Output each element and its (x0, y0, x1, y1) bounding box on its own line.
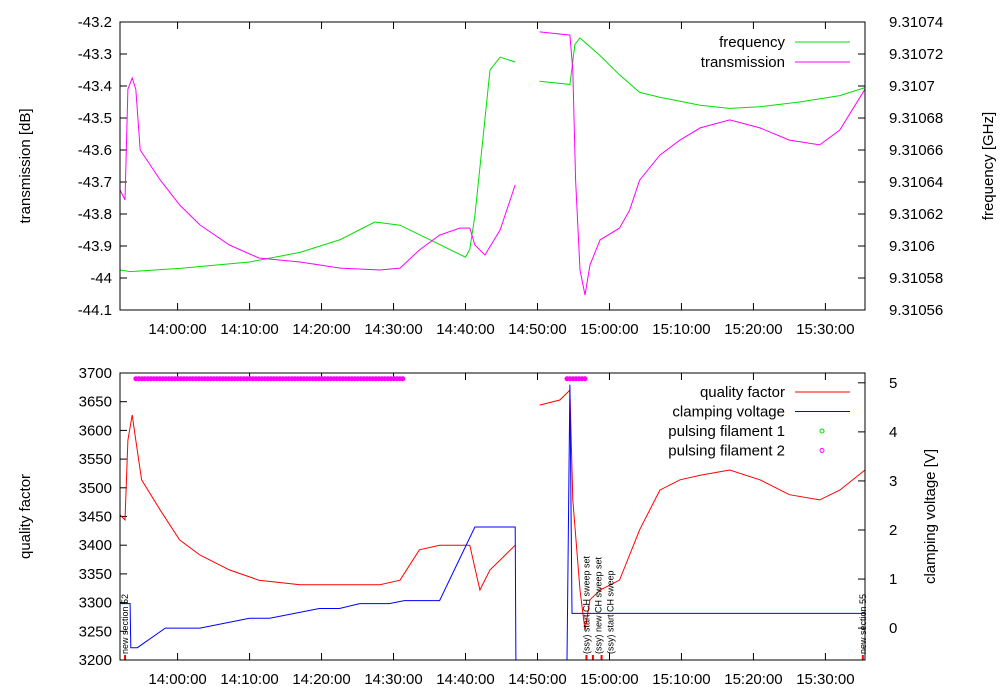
legend-label-clamping-voltage: clamping voltage (672, 404, 785, 421)
clamping-voltage-line (566, 384, 865, 661)
legend-marker-pulsing-filament-1 (819, 428, 825, 434)
x-tick-label: 15:30:00 (796, 321, 854, 338)
y2-tick-label: 3 (889, 473, 897, 490)
y-tick-label: -43.7 (78, 174, 112, 191)
y2-tick-label: 9.31068 (889, 110, 943, 127)
y2-tick-label: 4 (889, 424, 897, 441)
y-tick-label: 3250 (79, 623, 112, 640)
y-tick-label: -43.2 (78, 14, 112, 31)
x-tick-label: 14:40:00 (436, 671, 494, 688)
y2-axis-label: frequency [GHz] (980, 112, 997, 220)
y2-tick-label: 1 (889, 571, 897, 588)
legend-label-pulsing-filament-1: pulsing filament 1 (668, 423, 785, 440)
y-axis-label: quality factor (17, 474, 34, 559)
y-axis-label: transmission [dB] (17, 108, 34, 223)
plot-frame (119, 21, 866, 311)
y-tick-label: 3700 (79, 365, 112, 382)
y2-tick-label: 9.31074 (889, 14, 943, 31)
x-tick-label: 14:50:00 (508, 671, 566, 688)
y-tick-label: 3200 (79, 652, 112, 669)
y-tick-label: 3350 (79, 566, 112, 583)
annotation-label: new section 52 (120, 594, 130, 654)
frequency-line (539, 37, 866, 109)
y-tick-label: -44 (90, 270, 112, 287)
legend-label-transmission: transmission (701, 54, 785, 71)
legend-label-frequency: frequency (719, 34, 785, 51)
x-tick-label: 15:00:00 (580, 671, 638, 688)
x-tick-label: 15:10:00 (652, 321, 710, 338)
frequency-line (119, 56, 516, 273)
y2-tick-label: 5 (889, 375, 897, 392)
y2-tick-label: 9.31066 (889, 142, 943, 159)
x-tick-label: 14:40:00 (436, 321, 494, 338)
transmission-line (119, 76, 516, 271)
x-tick-label: 14:20:00 (292, 671, 350, 688)
legend-label-pulsing-filament-2: pulsing filament 2 (668, 443, 785, 460)
x-tick-label: 14:10:00 (220, 671, 278, 688)
x-tick-label: 14:30:00 (364, 321, 422, 338)
y2-tick-label: 9.31058 (889, 270, 943, 287)
quality-factor-line (539, 389, 866, 631)
quality-factor-line (119, 414, 516, 592)
annotation-label: (ssy) start CH sweep set (581, 555, 591, 654)
pulsing-filament-2-point (582, 376, 588, 382)
panel-bottom (119, 372, 866, 661)
x-tick-label: 15:00:00 (580, 321, 638, 338)
y2-tick-label: 0 (889, 620, 897, 637)
x-tick-label: 15:30:00 (796, 671, 854, 688)
x-tick-label: 14:30:00 (364, 671, 422, 688)
y-tick-label: -43.6 (78, 142, 112, 159)
annotation-label: new section 55 (858, 594, 868, 654)
y-tick-label: 3300 (79, 595, 112, 612)
y-tick-label: 3600 (79, 422, 112, 439)
x-tick-label: 15:20:00 (724, 321, 782, 338)
y-tick-label: 3400 (79, 537, 112, 554)
clamping-voltage-line (120, 526, 517, 661)
y-tick-label: 3650 (79, 394, 112, 411)
legend-marker-pulsing-filament-2 (819, 448, 825, 453)
y2-axis-label: clamping voltage [V] (922, 449, 939, 584)
y2-tick-label: 9.31064 (889, 174, 943, 191)
annotation-label: (ssy) new CH sweep set (593, 556, 603, 654)
y-tick-label: -43.3 (78, 46, 112, 63)
legend-label-quality-factor: quality factor (700, 384, 785, 401)
x-tick-label: 15:10:00 (652, 671, 710, 688)
y2-tick-label: 2 (889, 522, 897, 539)
y-tick-label: -43.9 (78, 238, 112, 255)
plot-frame (119, 372, 866, 661)
annotation-label: (ssy) start CH sweep (605, 570, 615, 654)
y-tick-label: -43.4 (78, 78, 112, 95)
x-tick-label: 14:50:00 (508, 321, 566, 338)
y2-tick-label: 9.3106 (889, 238, 935, 255)
x-tick-label: 14:00:00 (148, 321, 206, 338)
y-tick-label: -43.8 (78, 206, 112, 223)
x-tick-label: 14:00:00 (148, 671, 206, 688)
y-tick-label: -43.5 (78, 110, 112, 127)
y2-tick-label: 9.31056 (889, 302, 943, 319)
pulsing-filament-2-point (400, 376, 406, 382)
panel-top (119, 21, 866, 311)
y-tick-label: 3450 (79, 509, 112, 526)
y-tick-label: 3500 (79, 480, 112, 497)
y2-tick-label: 9.31072 (889, 46, 943, 63)
transmission-line (539, 31, 866, 296)
y-tick-label: -44.1 (78, 302, 112, 319)
y2-tick-label: 9.3107 (889, 78, 935, 95)
x-tick-label: 14:20:00 (292, 321, 350, 338)
y-tick-label: 3550 (79, 451, 112, 468)
x-tick-label: 15:20:00 (724, 671, 782, 688)
y2-tick-label: 9.31062 (889, 206, 943, 223)
x-tick-label: 14:10:00 (220, 321, 278, 338)
